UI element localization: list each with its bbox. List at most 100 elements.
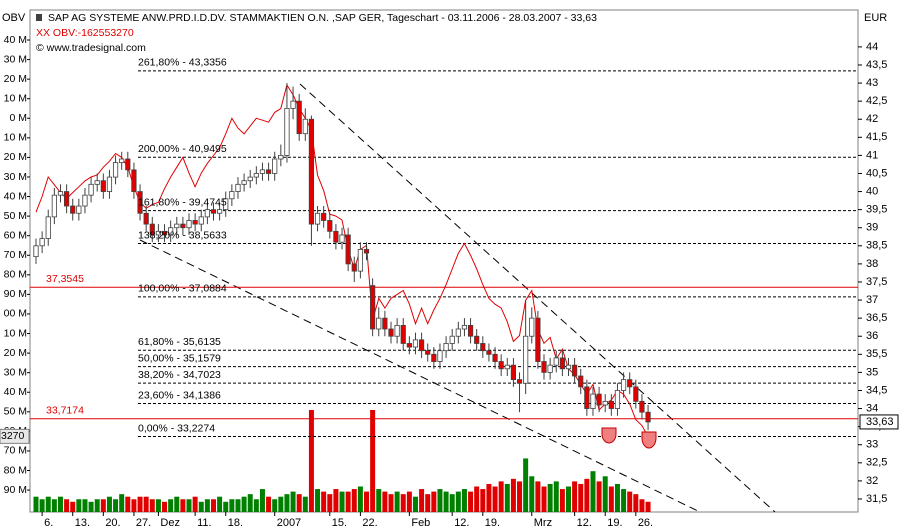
volume-bar (584, 478, 590, 512)
volume-bar (614, 483, 620, 512)
candle-body (614, 390, 621, 409)
candle-body (51, 194, 57, 218)
x-tick-label: Feb (411, 517, 430, 529)
candle-body (596, 393, 602, 406)
y2-tick-label: 30 M (4, 366, 27, 378)
volume-bar (204, 499, 210, 512)
x-tick-label: 12. (577, 517, 592, 529)
candle-body (363, 249, 370, 254)
volume-bar (394, 491, 400, 512)
y2-tick-label: 80 M (4, 464, 27, 476)
candle-body (64, 191, 70, 207)
volume-bar (596, 481, 602, 512)
candle-body (339, 234, 345, 243)
y2-tick-label: 90 M (4, 484, 27, 496)
y2-tick-label: 70 M (4, 249, 27, 261)
trend-line (299, 83, 776, 512)
candle-body (590, 393, 596, 409)
y2-tick-label: 40 M (4, 34, 27, 46)
volume-bar (364, 491, 370, 512)
candle-body (431, 353, 437, 362)
volume-bar (162, 501, 168, 512)
candle-body (351, 263, 357, 272)
last-price-label: 33,63 (866, 416, 894, 428)
chart-title: SAP AG SYSTEME ANW.PRD.I.D.DV. STAMMAKTI… (48, 12, 597, 24)
volume-bar (57, 496, 63, 512)
x-tick-label: 19. (607, 517, 622, 529)
volume-bar (449, 494, 455, 512)
volume-bar (437, 489, 443, 512)
volume-bar (370, 410, 376, 512)
obv-tag-label: 3270 (1, 430, 25, 442)
y-tick-label: 40 (866, 185, 878, 197)
volume-bar (517, 481, 523, 512)
candle-body (204, 209, 210, 218)
y-tick-label: 39 (866, 222, 878, 234)
volume-bar (486, 483, 492, 512)
candle-body (345, 234, 351, 265)
candle-body (296, 100, 302, 135)
x-tick-label: 26. (638, 517, 653, 529)
volume-bar (498, 481, 504, 512)
volume-bar (627, 491, 633, 512)
x-tick-label: 15. (332, 517, 347, 529)
y-tick-label: 39,5 (866, 204, 887, 216)
volume-bar (198, 501, 204, 512)
candle-body (198, 216, 204, 225)
volume-bar (33, 496, 39, 512)
candle-body (572, 364, 578, 377)
volume-bar (39, 499, 45, 512)
candle-body (578, 375, 584, 388)
volume-bar (125, 496, 131, 512)
x-tick-label: 2007 (277, 517, 301, 529)
candle-body (523, 335, 529, 384)
volume-bar (412, 496, 418, 512)
y-tick-label: 43 (866, 77, 878, 89)
x-tick-label: 19. (485, 517, 500, 529)
y-tick-label: 35 (866, 366, 878, 378)
candle-body (112, 162, 119, 178)
y2-tick-label: 90 M (4, 288, 27, 300)
y2-tick-label: 80 M (4, 269, 27, 281)
y2-tick-label: 10 M (4, 132, 27, 144)
y-tick-label: 42 (866, 113, 878, 125)
y2-tick-label: 20 M (4, 151, 27, 163)
candle-body (425, 350, 431, 355)
y2-tick-label: 30 M (4, 53, 27, 65)
fibonacci-label: 261,80% - 43,3356 (138, 57, 227, 69)
candle-body (412, 339, 419, 348)
volume-bar (572, 481, 578, 512)
volume-bar (645, 501, 651, 512)
candle-body (168, 227, 174, 236)
volume-bar (639, 499, 645, 512)
candle-body (498, 361, 504, 370)
fibonacci-label: 200,00% - 40,9495 (138, 143, 227, 155)
signal-marker (601, 427, 617, 444)
y2-tick-label: 40 M (4, 190, 27, 202)
fibonacci-label: 61,80% - 35,6135 (138, 336, 221, 348)
y-tick-label: 33 (866, 439, 878, 451)
volume-bar (235, 499, 241, 512)
candle-body (186, 220, 192, 229)
candle-body (272, 158, 278, 174)
x-tick-label: 22. (362, 517, 377, 529)
candle-body (192, 220, 198, 225)
candle-body (516, 379, 523, 384)
candle-body (535, 317, 541, 362)
candle-body (584, 386, 590, 409)
volume-bar (315, 489, 321, 512)
volume-bar (608, 486, 614, 512)
candle-body (529, 317, 535, 337)
y2-tick-label: 10 M (4, 92, 27, 104)
volume-bar (333, 489, 339, 512)
volume-bar (100, 499, 106, 512)
candle-body (94, 180, 100, 185)
candle-body (314, 212, 321, 225)
volume-bar (284, 494, 290, 512)
level-label: 37,3545 (46, 273, 84, 285)
candle-body (302, 118, 308, 135)
fibonacci-label: 161,80% - 39,4745 (138, 196, 227, 208)
candle-body (259, 169, 266, 174)
volume-bar (290, 491, 296, 512)
